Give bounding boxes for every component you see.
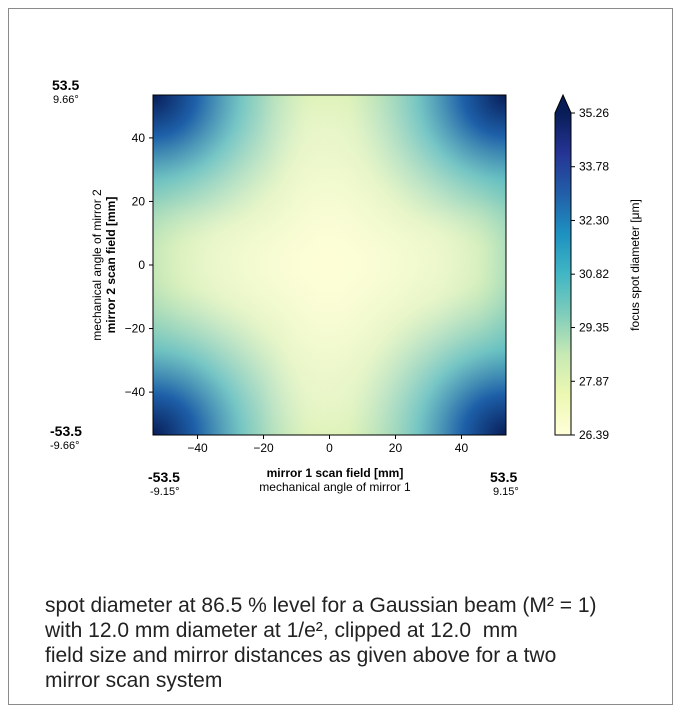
colorbar-tick-label: 26.39 (579, 428, 609, 442)
colorbar: 26.39 27.87 29.35 30.82 32.30 33.78 35.26 focu… (554, 93, 642, 442)
figure-frame: −40 −20 0 20 40 −40 −20 0 20 40 mirror 1 scan fi… (8, 8, 673, 705)
y-min-angle: -9.66° (50, 440, 79, 452)
colorbar-tick-label: 30.82 (579, 267, 609, 281)
x-min-angle: -9.15° (150, 486, 179, 498)
y-axis-ticks: −40 −20 0 20 40 (125, 131, 153, 399)
colorbar-tick-label: 32.30 (579, 213, 609, 227)
y-tick-label: 40 (132, 131, 146, 145)
x-axis-label: mirror 1 scan field [mm] (267, 466, 404, 480)
colorbar-tick-label: 33.78 (579, 160, 609, 174)
colorbar-tick-label: 27.87 (579, 374, 609, 388)
x-tick-label: 20 (389, 441, 403, 455)
x-max-angle: 9.15° (493, 486, 519, 498)
caption-line: with 12.0 mm diameter at 1/e², clipped a… (45, 619, 518, 642)
y-min-label: -53.5 (50, 423, 82, 439)
x-tick-label: −40 (187, 441, 208, 455)
caption-line: spot diameter at 86.5 % level for a Gaus… (45, 594, 597, 617)
x-tick-label: 40 (455, 441, 469, 455)
y-tick-label: −20 (125, 322, 146, 336)
colorbar-gradient (555, 113, 571, 435)
y-axis-label: mirror 2 scan field [mm] (104, 197, 118, 334)
x-tick-label: 0 (326, 441, 333, 455)
y-tick-label: 20 (132, 194, 146, 208)
colorbar-extend-arrow (555, 95, 571, 113)
y-max-label: 53.5 (52, 77, 79, 93)
caption: spot diameter at 86.5 % level for a Gaus… (45, 593, 665, 693)
x-tick-label: −20 (253, 441, 274, 455)
colorbar-tick-label: 35.26 (579, 106, 609, 120)
x-axis-secondary-label: mechanical angle of mirror 1 (259, 480, 411, 494)
x-max-label: 53.5 (490, 469, 517, 485)
colorbar-label: focus spot diameter [μm] (628, 199, 642, 331)
colorbar-outline (554, 93, 572, 436)
caption-line: field size and mirror distances as given… (45, 644, 557, 667)
colorbar-ticks: 26.39 27.87 29.35 30.82 32.30 33.78 35.26 (571, 106, 609, 442)
colorbar-tick-label: 29.35 (579, 321, 609, 335)
heatmap-corner-bottom-right (153, 95, 506, 435)
y-tick-label: 0 (138, 258, 145, 272)
x-axis-ticks: −40 −20 0 20 40 (187, 435, 468, 455)
y-axis-secondary-label: mechanical angle of mirror 2 (90, 189, 104, 341)
y-tick-label: −40 (125, 385, 146, 399)
x-min-label: -53.5 (148, 469, 180, 485)
heatmap-chart: −40 −20 0 20 40 −40 −20 0 20 40 mirror 1 scan fi… (50, 77, 642, 498)
y-max-angle: 9.66° (53, 94, 79, 106)
heatmap-image (152, 94, 507, 436)
caption-line: mirror scan system (45, 669, 223, 692)
